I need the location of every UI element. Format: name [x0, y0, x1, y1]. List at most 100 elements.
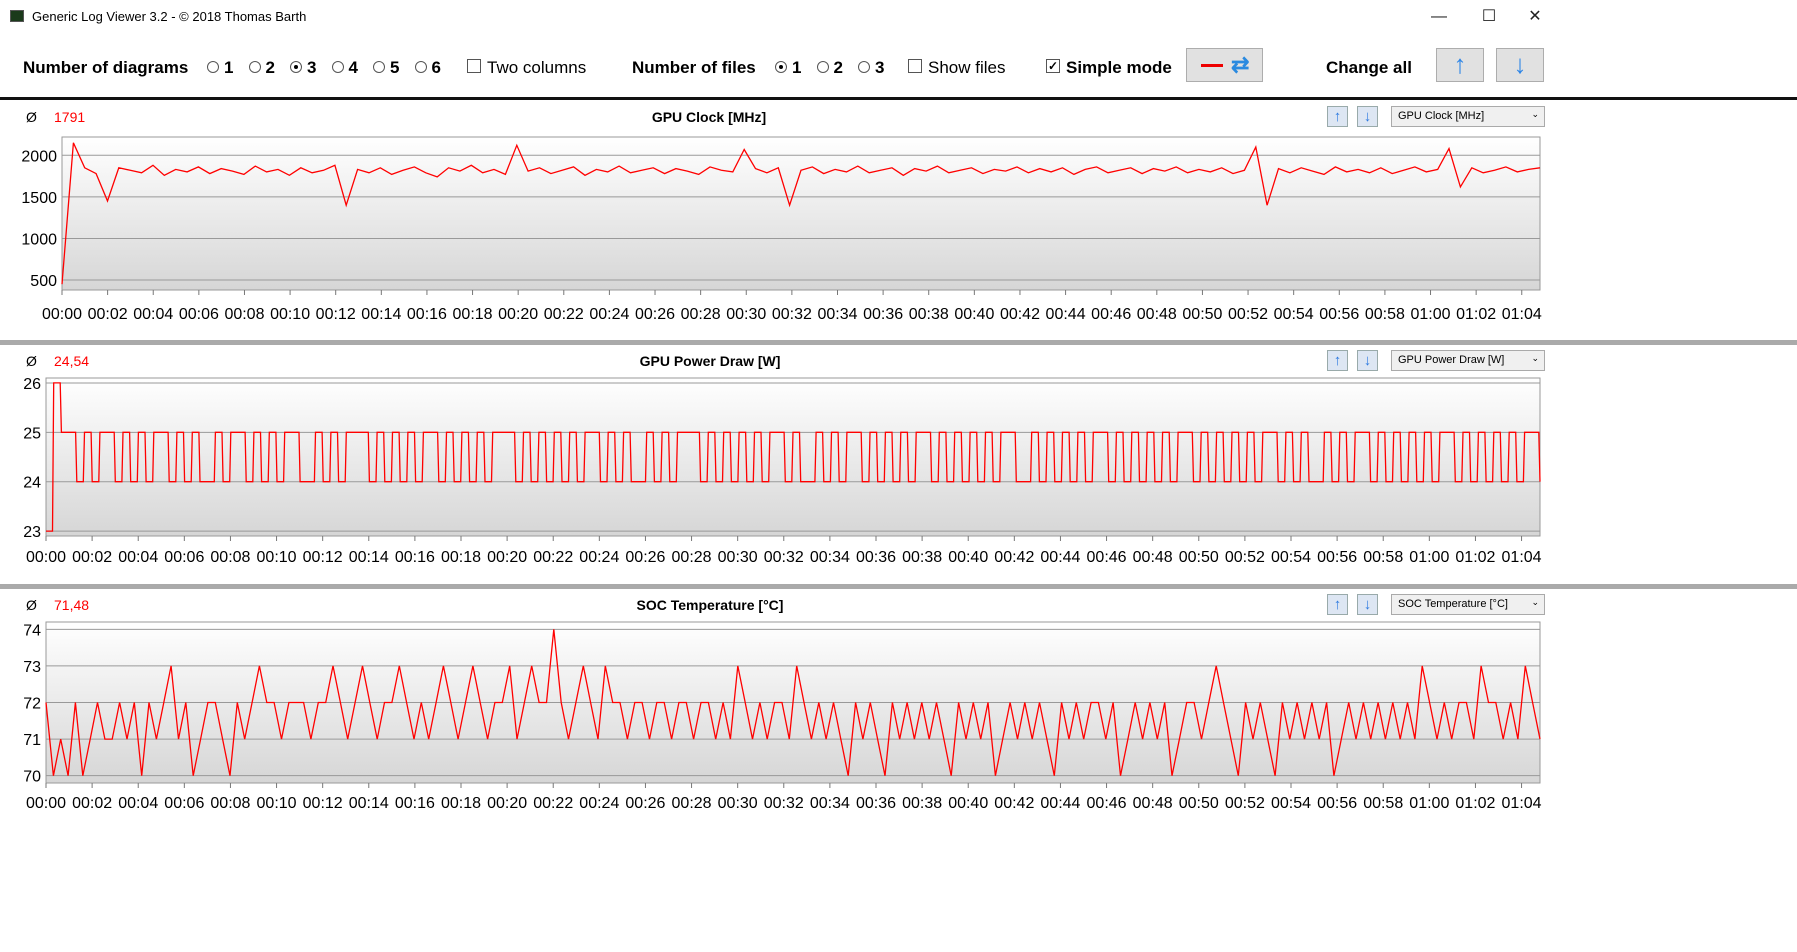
diagram-radio-3[interactable]: 3 — [290, 58, 316, 78]
checkbox-box[interactable] — [467, 58, 481, 73]
dropdown-value: GPU Clock [MHz] — [1398, 110, 1485, 122]
file-radio-3[interactable]: 3 — [858, 58, 884, 78]
close-button[interactable]: ✕ — [1528, 8, 1542, 25]
x-tick-label: 00:32 — [772, 306, 812, 323]
diagram-radio-4[interactable]: 4 — [331, 58, 358, 78]
move-all-up-button[interactable]: ↑ — [1436, 48, 1484, 82]
dropdown-value: SOC Temperature [°C] — [1398, 598, 1508, 610]
checkbox-box[interactable] — [908, 58, 922, 73]
radio-circle[interactable] — [414, 60, 427, 73]
x-tick-label: 00:36 — [856, 795, 896, 812]
move-all-down-button[interactable]: ↓ — [1496, 48, 1544, 82]
average-symbol: Ø — [26, 353, 37, 369]
two-columns-checkbox[interactable]: Two columns — [467, 58, 586, 78]
toolbar-divider — [0, 97, 1797, 100]
x-tick-label: 00:20 — [498, 306, 538, 323]
y-tick-label: 1500 — [21, 190, 57, 207]
maximize-button[interactable]: ☐ — [1481, 8, 1497, 25]
radio-circle[interactable] — [816, 60, 829, 73]
move-up-button[interactable]: ↑ — [1327, 350, 1348, 371]
move-down-button[interactable]: ↓ — [1357, 350, 1378, 371]
x-tick-label: 00:02 — [88, 306, 128, 323]
diagram-radio-2[interactable]: 2 — [248, 58, 275, 78]
radio-circle[interactable] — [248, 60, 261, 73]
x-tick-label: 00:40 — [954, 306, 994, 323]
radio-circle[interactable] — [290, 60, 302, 73]
radio-circle[interactable] — [858, 60, 870, 73]
diagrams-label: Number of diagrams — [23, 58, 189, 77]
x-tick-label: 00:08 — [210, 795, 250, 812]
checkbox-box[interactable]: ✓ — [1046, 58, 1060, 73]
move-up-button[interactable]: ↑ — [1327, 594, 1348, 615]
x-tick-label: 00:44 — [1040, 795, 1080, 812]
y-tick-label: 71 — [23, 732, 41, 749]
move-down-button[interactable]: ↓ — [1357, 106, 1378, 127]
channel-dropdown[interactable]: GPU Power Draw [W] ⌄ — [1391, 350, 1545, 371]
x-tick-label: 00:34 — [810, 549, 850, 566]
x-tick-label: 01:04 — [1502, 306, 1542, 323]
x-tick-label: 00:58 — [1365, 306, 1405, 323]
channel-dropdown[interactable]: SOC Temperature [°C] ⌄ — [1391, 594, 1545, 615]
radio-circle[interactable] — [331, 60, 344, 73]
minimize-button[interactable]: — — [1431, 8, 1447, 25]
x-tick-label: 00:42 — [994, 795, 1034, 812]
x-tick-label: 00:28 — [681, 306, 721, 323]
y-tick-label: 25 — [23, 425, 41, 442]
x-tick-label: 00:40 — [948, 549, 988, 566]
move-up-button[interactable]: ↑ — [1327, 106, 1348, 127]
x-tick-label: 00:48 — [1137, 306, 1177, 323]
x-tick-label: 00:36 — [863, 306, 903, 323]
x-tick-label: 00:50 — [1179, 549, 1219, 566]
x-tick-label: 00:42 — [1000, 306, 1040, 323]
x-tick-label: 00:04 — [118, 549, 158, 566]
x-tick-label: 00:02 — [72, 795, 112, 812]
channel-dropdown[interactable]: GPU Clock [MHz] ⌄ — [1391, 106, 1545, 127]
x-tick-label: 00:30 — [726, 306, 766, 323]
chart-plot: 23 24 25 26 00:00 00:02 00:04 00:06 00:08 00:10 00… — [23, 376, 1541, 566]
x-tick-label: 00:30 — [718, 549, 758, 566]
x-tick-label: 00:38 — [909, 306, 949, 323]
diagram-radio-1[interactable]: 1 — [207, 58, 233, 78]
x-tick-label: 00:58 — [1363, 549, 1403, 566]
x-tick-label: 00:06 — [179, 306, 219, 323]
y-tick-label: 23 — [23, 524, 41, 541]
red-line-icon — [1201, 64, 1223, 67]
chart-title: GPU Clock [MHz] — [651, 109, 767, 125]
dropdown-value: GPU Power Draw [W] — [1398, 354, 1505, 366]
y-tick-label: 74 — [23, 622, 41, 639]
panel-separator — [0, 340, 1797, 345]
radio-circle[interactable] — [207, 60, 219, 73]
file-radio-2[interactable]: 2 — [816, 58, 843, 78]
x-tick-label: 00:34 — [810, 795, 850, 812]
file-radio-1[interactable]: 1 — [775, 58, 801, 78]
x-tick-label: 00:08 — [224, 306, 264, 323]
x-tick-label: 00:52 — [1225, 549, 1265, 566]
x-tick-label: 00:28 — [672, 549, 712, 566]
radio-label: 3 — [875, 58, 885, 77]
diagram-radio-5[interactable]: 5 — [373, 58, 399, 78]
diagram-radio-6[interactable]: 6 — [414, 58, 441, 78]
refresh-icon: ⇄ — [1231, 52, 1250, 77]
data-series-line — [45, 629, 1541, 776]
average-symbol: Ø — [26, 109, 37, 125]
two-columns-label: Two columns — [487, 58, 587, 77]
chart-title: SOC Temperature [°C] — [636, 597, 784, 613]
arrow-down-icon: ↓ — [1363, 596, 1372, 613]
line-color-refresh-button[interactable]: ⇄ — [1186, 48, 1263, 82]
x-tick-label: 00:10 — [270, 306, 310, 323]
x-tick-label: 00:22 — [533, 795, 573, 812]
x-tick-label: 00:24 — [589, 306, 629, 323]
x-tick-label: 00:50 — [1182, 306, 1222, 323]
x-tick-label: 00:44 — [1040, 549, 1080, 566]
simple-mode-checkbox[interactable]: ✓ Simple mode — [1046, 58, 1172, 78]
show-files-checkbox[interactable]: Show files — [908, 58, 1005, 78]
radio-label: 3 — [307, 58, 317, 77]
move-down-button[interactable]: ↓ — [1357, 594, 1378, 615]
app-icon — [10, 10, 24, 22]
title-bar: Generic Log Viewer 3.2 - © 2018 Thomas B… — [0, 0, 1797, 34]
arrow-down-icon: ↓ — [1363, 352, 1372, 369]
radio-circle[interactable] — [775, 60, 787, 73]
x-tick-label: 00:26 — [625, 795, 665, 812]
radio-circle[interactable] — [373, 60, 385, 73]
simple-mode-label: Simple mode — [1066, 58, 1172, 77]
